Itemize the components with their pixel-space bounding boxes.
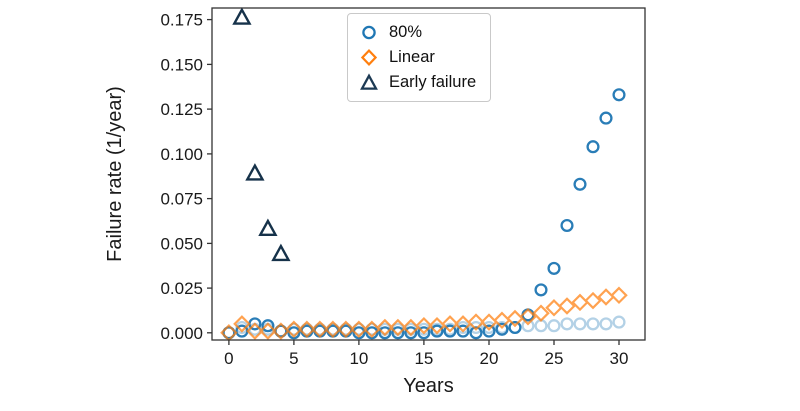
data-point-marker — [352, 326, 366, 340]
y-tick-label: 0.150 — [160, 55, 203, 74]
legend-label-early-failure: Early failure — [389, 73, 477, 91]
data-point-marker — [350, 320, 368, 339]
data-point-marker — [391, 326, 405, 340]
data-point-marker — [454, 315, 472, 333]
x-tick-label: 20 — [480, 349, 499, 368]
y-tick-label: 0.075 — [160, 190, 203, 209]
legend: 80% Linear Early failure — [347, 13, 492, 102]
data-point-marker — [222, 326, 236, 340]
data-point-marker — [482, 324, 496, 338]
y-tick-label: 0.000 — [160, 324, 203, 343]
data-point-marker — [441, 315, 459, 333]
data-point-marker — [612, 315, 626, 329]
data-point-marker — [612, 88, 626, 102]
data-point-marker — [469, 320, 483, 335]
data-point-marker — [599, 111, 613, 125]
y-axis-label: Failure rate (1/year) — [104, 86, 126, 262]
data-point-marker — [443, 324, 457, 338]
data-point-marker — [573, 317, 587, 331]
data-point-marker — [519, 307, 537, 326]
data-point-marker — [560, 218, 574, 233]
data-point-marker — [456, 324, 470, 338]
data-point-marker — [586, 317, 600, 331]
data-point-marker — [404, 326, 418, 340]
data-point-marker — [558, 297, 576, 315]
circle-marker-icon — [362, 25, 376, 40]
data-point-marker — [508, 320, 522, 335]
data-point-marker — [547, 319, 561, 333]
x-axis-label: Years — [403, 375, 453, 397]
data-point-marker — [597, 288, 615, 306]
x-tick-label: 0 — [224, 349, 233, 368]
data-point-marker — [311, 320, 329, 339]
data-point-marker — [415, 316, 433, 335]
data-point-marker — [271, 243, 291, 262]
y-tick-label: 0.100 — [160, 145, 203, 164]
data-point-marker — [430, 324, 444, 338]
data-point-marker — [376, 318, 394, 337]
data-point-marker — [469, 326, 483, 340]
data-point-marker — [506, 309, 524, 328]
data-point-marker — [584, 291, 602, 310]
data-point-marker — [521, 319, 535, 333]
data-point-marker — [365, 326, 379, 340]
data-point-marker — [258, 218, 278, 236]
data-point-marker — [298, 320, 316, 339]
diamond-marker-icon — [360, 49, 378, 66]
legend-item-80pct: 80% — [359, 23, 476, 42]
data-point-marker — [610, 286, 628, 305]
data-point-marker — [467, 313, 485, 331]
data-point-marker — [259, 322, 277, 340]
data-point-marker — [363, 320, 381, 339]
data-point-marker — [261, 319, 275, 333]
data-point-marker — [246, 322, 264, 340]
data-point-marker — [324, 320, 342, 339]
data-point-marker — [233, 315, 251, 333]
data-point-marker — [245, 163, 265, 181]
x-tick-label: 10 — [349, 349, 368, 368]
data-point-marker — [545, 299, 563, 317]
data-point-marker — [599, 317, 613, 331]
legend-label-linear: Linear — [389, 48, 435, 66]
y-tick-label: 0.025 — [160, 279, 203, 298]
data-point-marker — [272, 322, 290, 340]
data-point-marker — [534, 283, 548, 297]
data-point-marker — [560, 317, 574, 331]
series-linear — [220, 286, 628, 342]
data-point-marker — [337, 320, 355, 339]
data-point-marker — [532, 304, 550, 322]
data-point-marker — [547, 261, 561, 275]
x-tick-label: 5 — [289, 349, 298, 368]
data-point-marker — [495, 322, 509, 336]
x-tick-label: 15 — [414, 349, 433, 368]
legend-item-linear: Linear — [359, 48, 476, 67]
triangle-marker-icon — [360, 73, 378, 90]
y-tick-label: 0.050 — [160, 234, 203, 253]
data-point-marker — [287, 326, 301, 340]
data-point-marker — [285, 320, 303, 339]
y-tick-label: 0.125 — [160, 100, 203, 119]
data-point-marker — [480, 313, 498, 331]
legend-item-early-failure: Early failure — [359, 73, 476, 92]
y-tick-label: 0.175 — [160, 11, 203, 30]
data-point-marker — [586, 140, 600, 154]
data-point-marker — [417, 326, 431, 340]
data-point-marker — [493, 311, 511, 330]
x-tick-label: 30 — [610, 349, 629, 368]
plot-border — [211, 7, 646, 341]
x-tick-label: 25 — [545, 349, 564, 368]
data-point-marker — [389, 318, 407, 337]
data-point-marker — [573, 177, 587, 191]
data-point-marker — [402, 318, 420, 337]
data-point-marker — [571, 293, 589, 312]
legend-label-80pct: 80% — [389, 23, 423, 41]
data-point-marker — [428, 316, 446, 335]
data-point-marker — [378, 326, 392, 340]
series-early-failure — [232, 7, 291, 262]
data-point-marker — [232, 7, 252, 25]
